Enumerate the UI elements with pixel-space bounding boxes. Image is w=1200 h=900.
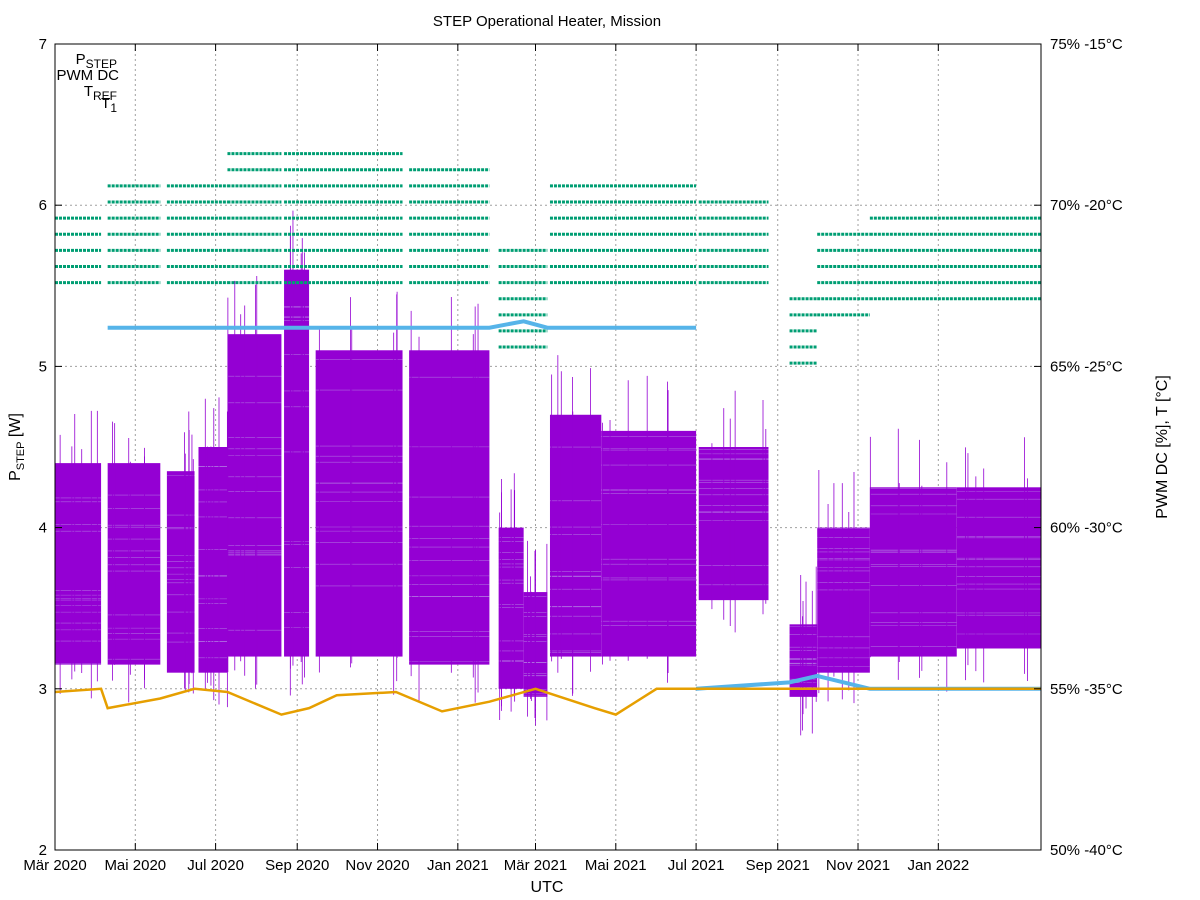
- x-tick-label: Jul 2021: [668, 857, 725, 874]
- pstep-band: [55, 463, 102, 665]
- x-tick-label: Mai 2021: [585, 857, 647, 874]
- x-tick-label: Mär 2021: [504, 857, 567, 874]
- y-axis-label: PSTEP [W]: [7, 413, 27, 481]
- pstep-band: [601, 430, 697, 657]
- pstep-band: [227, 334, 282, 657]
- pstep-band: [198, 447, 228, 673]
- x-tick-label: Nov 2021: [826, 857, 890, 874]
- tref-line: [107, 319, 697, 330]
- legend-t1-main: T: [101, 95, 110, 112]
- x-tick-label: Mär 2020: [23, 857, 86, 874]
- series-t1: [55, 687, 1041, 716]
- legend-t1-sub: 1: [110, 101, 117, 115]
- chart-title: STEP Operational Heater, Mission: [433, 13, 661, 30]
- plot-frame: [54, 43, 1042, 851]
- x-tick-label: Nov 2020: [345, 857, 409, 874]
- x-tick-label: Sep 2021: [746, 857, 810, 874]
- legend-pstep-sub: STEP: [86, 57, 117, 71]
- pstep-band: [698, 447, 769, 601]
- y2-tick-label: 75% -15°C: [1050, 36, 1123, 53]
- y2-tick-label: 50% -40°C: [1050, 842, 1123, 859]
- tref-line: [695, 673, 1041, 691]
- y2-axis-label: PWM DC [%], T [°C]: [1154, 375, 1171, 519]
- t1-line: [55, 687, 1041, 716]
- series-pwm-dc: [55, 152, 1041, 365]
- pstep-band: [166, 471, 195, 673]
- y-tick-label: 4: [39, 520, 47, 537]
- pstep-band: [315, 350, 403, 657]
- y2-tick-label: 60% -30°C: [1050, 520, 1123, 537]
- legend-entry-tref: TREF: [84, 83, 117, 103]
- y-tick-label: 3: [39, 681, 47, 698]
- legend-entry-pwm: PWM DC: [57, 67, 120, 84]
- x-tick-label: Jul 2020: [187, 857, 244, 874]
- pstep-band: [817, 527, 870, 673]
- legend: PSTEP PWM DC TREF T1: [57, 51, 120, 115]
- legend-entry-t1: T1: [101, 95, 117, 115]
- legend-tref-sub: REF: [93, 89, 117, 103]
- pstep-band: [409, 350, 490, 665]
- series-pstep: [55, 210, 1041, 736]
- legend-pstep-main: P: [76, 51, 86, 68]
- pstep-band: [107, 463, 161, 665]
- pstep-band: [869, 487, 957, 657]
- x-tick-label: Sep 2020: [265, 857, 329, 874]
- legend-tref-main: T: [84, 83, 93, 100]
- y-tick-label: 5: [39, 358, 47, 375]
- plot-area: [55, 152, 1041, 736]
- y-tick-label: 2: [39, 842, 47, 859]
- pstep-band: [956, 487, 1041, 649]
- y2-tick-label: 70% -20°C: [1050, 197, 1123, 214]
- y-axis-label-main: P: [7, 470, 24, 481]
- y2-tick-label: 55% -35°C: [1050, 681, 1123, 698]
- y-tick-label: 6: [39, 197, 47, 214]
- axis-ticks: 2 50% -40°C 3 55% -35°C 4 60% -30°C 5 65% -25°C…: [23, 36, 1123, 874]
- x-tick-label: Jan 2021: [427, 857, 489, 874]
- y-axis-label-unit: [W]: [7, 413, 24, 441]
- x-tick-label: Jan 2022: [907, 857, 969, 874]
- y-tick-label: 7: [39, 36, 47, 53]
- x-axis-label: UTC: [531, 879, 564, 896]
- y-axis-label-sub: STEP: [15, 442, 27, 471]
- legend-entry-pstep: PSTEP: [76, 51, 117, 71]
- x-tick-label: Mai 2020: [104, 857, 166, 874]
- y2-tick-label: 65% -25°C: [1050, 358, 1123, 375]
